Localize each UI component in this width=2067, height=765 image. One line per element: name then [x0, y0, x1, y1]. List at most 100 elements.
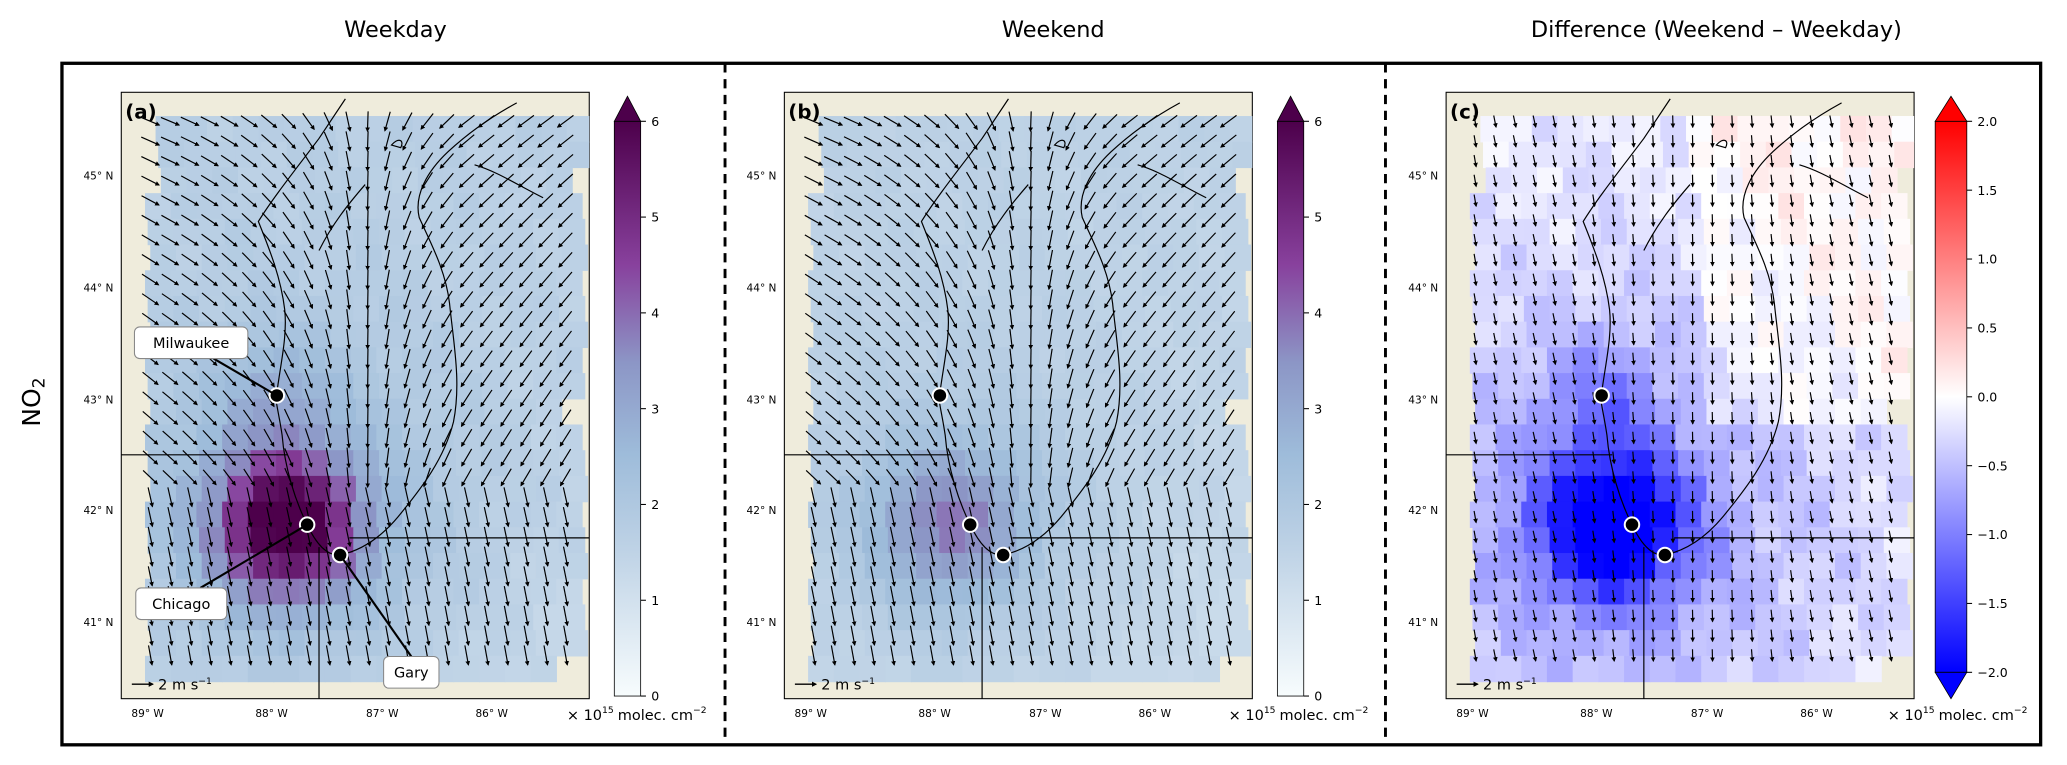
- heat-cell: [1018, 321, 1046, 349]
- heat-cell: [1521, 270, 1548, 297]
- wind-vector: [517, 134, 535, 148]
- wind-vector: [498, 251, 514, 268]
- wind-vector: [1650, 313, 1656, 326]
- heat-cell: [150, 244, 177, 271]
- heat-cell: [1167, 270, 1195, 297]
- heat-cell: [1475, 244, 1502, 271]
- heat-cell: [818, 116, 845, 143]
- lon-tick: 89° W: [1456, 708, 1489, 720]
- heat-cell: [1546, 193, 1574, 220]
- heat-cell: [1783, 398, 1810, 426]
- colorbar-tick-label: 3: [1314, 401, 1322, 416]
- heat-cell: [376, 424, 403, 451]
- wind-vector: [200, 135, 220, 147]
- heat-cell: [1142, 193, 1169, 220]
- wind-vector: [262, 251, 276, 269]
- heat-cell: [1469, 578, 1497, 606]
- wind-vector: [141, 136, 161, 146]
- lat-tick: 44° N: [1408, 282, 1438, 294]
- heat-cell: [1044, 553, 1072, 580]
- wind-vector: [459, 271, 474, 288]
- wind-vector: [283, 388, 294, 408]
- heat-cell: [1881, 270, 1908, 297]
- heat-cell: [1626, 450, 1654, 477]
- panel-label: (b): [788, 101, 820, 124]
- wind-vector: [160, 136, 180, 146]
- wind-vector: [479, 330, 493, 348]
- heat-cell: [1119, 218, 1146, 246]
- wind-vector: [303, 230, 314, 250]
- heat-cell: [1546, 270, 1574, 297]
- heat-cell: [1039, 578, 1066, 606]
- wind-vector: [1650, 115, 1656, 129]
- heat-cell: [402, 193, 429, 220]
- heat-cell: [1626, 373, 1654, 400]
- wind-vector: [537, 153, 554, 168]
- wind-vector: [1028, 170, 1034, 192]
- heat-cell: [541, 116, 568, 143]
- wind-vector: [201, 253, 219, 267]
- wind-vector: [202, 390, 218, 406]
- wind-vector: [324, 210, 333, 231]
- heat-cell: [859, 193, 886, 220]
- wind-vector: [1729, 471, 1735, 485]
- wind-vector: [539, 409, 552, 427]
- heat-cell: [515, 116, 542, 143]
- heat-cell: [340, 167, 368, 194]
- heat-cell: [199, 527, 226, 554]
- heat-cell: [1732, 630, 1759, 657]
- heat-cell: [453, 578, 480, 606]
- heat-cell: [353, 218, 380, 246]
- heat-cell: [1662, 141, 1690, 169]
- heat-cell: [1703, 218, 1731, 246]
- heat-cell: [1732, 553, 1759, 580]
- lat-tick: 41° N: [83, 617, 113, 629]
- heat-cell: [1860, 475, 1888, 503]
- wind-vector: [500, 409, 513, 427]
- colorbar-tick-label: 4: [1314, 305, 1322, 320]
- heat-cell: [862, 604, 889, 631]
- heat-cell: [1703, 604, 1731, 631]
- heat-cell: [278, 630, 306, 657]
- heat-cell: [378, 527, 406, 554]
- wind-vector: [1729, 313, 1735, 326]
- map-panel: (c) 2 m s−1 89° W 88° W 87° W 86° W 45° N 44° N…: [1408, 91, 1915, 720]
- heat-cell: [1067, 218, 1095, 246]
- heat-cell: [1167, 347, 1195, 374]
- heat-cell: [1552, 630, 1579, 657]
- heat-cell: [196, 655, 223, 683]
- heat-cell: [1193, 501, 1221, 528]
- wind-vector: [422, 290, 432, 310]
- wind-vector: [1650, 174, 1656, 188]
- heat-cell: [327, 604, 354, 631]
- heat-cell: [1752, 578, 1779, 606]
- wind-vector: [162, 430, 179, 445]
- heat-cell: [561, 321, 588, 349]
- heat-cell: [361, 116, 388, 143]
- heat-cell: [1855, 347, 1882, 374]
- heat-cell: [1090, 347, 1118, 374]
- heat-cell: [543, 141, 571, 169]
- heat-cell: [1498, 373, 1525, 400]
- wind-vector: [557, 153, 574, 168]
- heat-cell: [1809, 630, 1836, 657]
- heat-cell: [507, 295, 534, 323]
- heat-cell: [885, 347, 912, 374]
- wind-vector: [403, 269, 412, 290]
- wind-vector: [538, 251, 553, 268]
- heat-cell: [936, 347, 963, 374]
- city-marker: [1656, 546, 1674, 564]
- wind-vector: [346, 408, 352, 429]
- wind-vector: [222, 409, 237, 427]
- heat-cell: [1881, 578, 1908, 606]
- heat-cell: [1193, 193, 1221, 220]
- heat-cell: [1732, 321, 1759, 349]
- wind-vector: [1729, 194, 1735, 208]
- heat-cell: [1560, 141, 1587, 169]
- heat-cell: [875, 167, 902, 194]
- heat-cell: [330, 321, 357, 349]
- wind-vector: [1729, 253, 1735, 267]
- heat-cell: [458, 475, 486, 503]
- heat-cell: [1016, 218, 1043, 246]
- heat-cell: [1598, 578, 1625, 606]
